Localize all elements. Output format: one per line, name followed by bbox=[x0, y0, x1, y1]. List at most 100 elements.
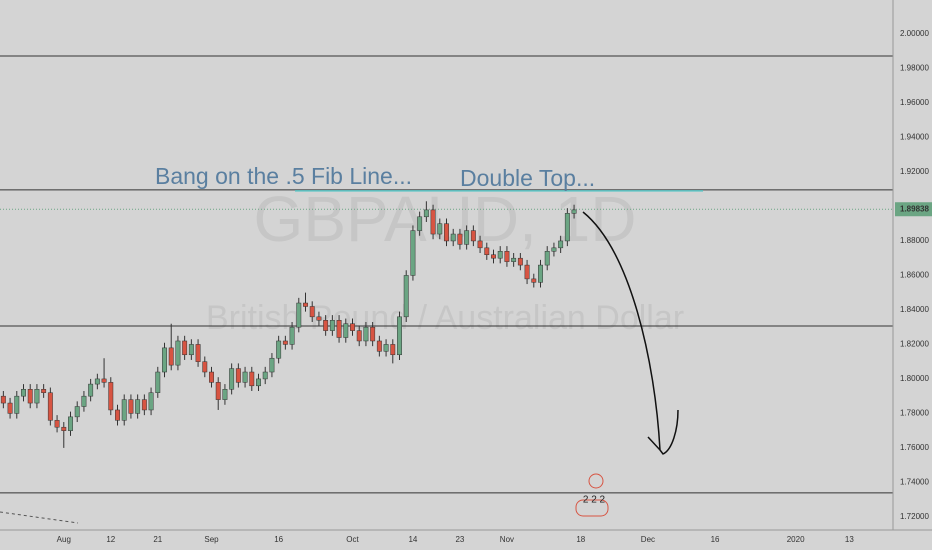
candle-body bbox=[363, 326, 369, 342]
candle-body bbox=[397, 316, 402, 356]
candle-body bbox=[222, 389, 228, 400]
candle-body bbox=[269, 357, 275, 373]
candle-body bbox=[430, 209, 436, 235]
candle-body bbox=[141, 399, 147, 411]
watermark-symbol: GBPAUD, 1D bbox=[254, 183, 637, 255]
x-tick-label: 21 bbox=[153, 535, 162, 544]
candle-body bbox=[68, 416, 73, 431]
x-tick-label: Aug bbox=[57, 535, 71, 544]
candle-body bbox=[571, 209, 577, 214]
candle-body bbox=[195, 344, 201, 362]
candle-body bbox=[148, 392, 154, 411]
y-tick-label: 1.74000 bbox=[900, 478, 929, 487]
candle-body bbox=[511, 257, 517, 262]
candle-body bbox=[538, 264, 543, 283]
candle-body bbox=[564, 213, 570, 242]
candle-body bbox=[215, 382, 221, 400]
candle-body bbox=[470, 230, 476, 242]
candle-body bbox=[343, 323, 349, 338]
x-tick-label: 12 bbox=[106, 535, 115, 544]
y-tick-label: 1.96000 bbox=[900, 98, 929, 107]
x-tick-label: 18 bbox=[576, 535, 585, 544]
candle-body bbox=[61, 426, 67, 431]
y-tick-label: 1.98000 bbox=[900, 64, 929, 73]
candle-body bbox=[410, 230, 416, 276]
candle-body bbox=[336, 320, 342, 338]
candle-body bbox=[182, 340, 188, 356]
candle-body bbox=[235, 368, 241, 383]
candle-body bbox=[41, 389, 47, 393]
event-icon bbox=[588, 473, 604, 489]
candle-body bbox=[155, 371, 161, 393]
candle-body bbox=[316, 316, 322, 321]
candle-body bbox=[249, 371, 255, 387]
candle-body bbox=[376, 340, 382, 352]
candle-body bbox=[88, 383, 94, 397]
candle-body bbox=[74, 406, 80, 418]
candle-body bbox=[14, 395, 20, 414]
candle-body bbox=[128, 399, 134, 414]
candle-body bbox=[329, 320, 335, 331]
x-tick-label: 23 bbox=[455, 535, 464, 544]
candle-body bbox=[504, 251, 510, 262]
candle-body bbox=[256, 378, 261, 387]
x-tick-label: 16 bbox=[274, 535, 283, 544]
candle-body bbox=[356, 330, 362, 342]
y-tick-label: 1.72000 bbox=[900, 512, 929, 521]
candle-body bbox=[309, 306, 315, 318]
x-tick-label: Sep bbox=[204, 535, 219, 544]
last-price-box bbox=[895, 202, 932, 217]
candle-body bbox=[289, 326, 295, 345]
candle-body bbox=[262, 371, 268, 380]
candle-body bbox=[21, 389, 26, 397]
candle-body bbox=[491, 254, 496, 259]
candle-body bbox=[229, 368, 235, 390]
x-tick-label: Oct bbox=[346, 535, 359, 544]
candle-body bbox=[282, 340, 288, 345]
plot bbox=[0, 55, 893, 494]
arrow-drawing bbox=[582, 211, 679, 455]
candle-body bbox=[81, 395, 87, 407]
candle-body bbox=[296, 302, 302, 328]
y-tick-label: 1.92000 bbox=[900, 167, 929, 176]
candle-body bbox=[108, 382, 114, 411]
candle-body bbox=[303, 302, 308, 307]
candle-body bbox=[7, 402, 13, 414]
candle-body bbox=[464, 230, 470, 245]
candle-body bbox=[403, 275, 409, 318]
event-icon bbox=[575, 499, 609, 517]
annotation: Double Top... bbox=[460, 165, 595, 191]
candle-body bbox=[242, 371, 248, 383]
candle-body bbox=[457, 233, 463, 245]
candle-body bbox=[417, 216, 423, 231]
candle-body bbox=[551, 247, 557, 252]
x-tick-label: 2020 bbox=[787, 535, 805, 544]
candle-body bbox=[135, 399, 141, 414]
candle-body bbox=[444, 223, 449, 242]
candle-body bbox=[350, 323, 355, 331]
candle-body bbox=[168, 347, 174, 366]
candle-body bbox=[450, 233, 456, 242]
last-price-label: 1.89838 bbox=[900, 204, 929, 213]
y-tick-label: 1.84000 bbox=[900, 305, 929, 314]
y-tick-label: 1.78000 bbox=[900, 409, 929, 418]
x-tick-label: 14 bbox=[408, 535, 417, 544]
candle-body bbox=[370, 326, 376, 342]
candle-body bbox=[437, 223, 443, 235]
candle-body bbox=[27, 389, 33, 404]
annotation: Bang on the .5 Fib Line... bbox=[155, 163, 412, 189]
candle-body bbox=[558, 240, 564, 249]
candle-body bbox=[115, 409, 120, 421]
candle-body bbox=[423, 209, 429, 218]
y-tick-label: 1.76000 bbox=[900, 443, 929, 452]
y-tick-label: 1.80000 bbox=[900, 374, 929, 383]
candle-body bbox=[54, 420, 60, 428]
candle-body bbox=[531, 278, 537, 283]
candle-body bbox=[162, 347, 167, 373]
y-tick-label: 1.88000 bbox=[900, 236, 929, 245]
y-tick-label: 1.94000 bbox=[900, 133, 929, 142]
candle-body bbox=[94, 378, 100, 385]
candle-body bbox=[202, 361, 208, 373]
